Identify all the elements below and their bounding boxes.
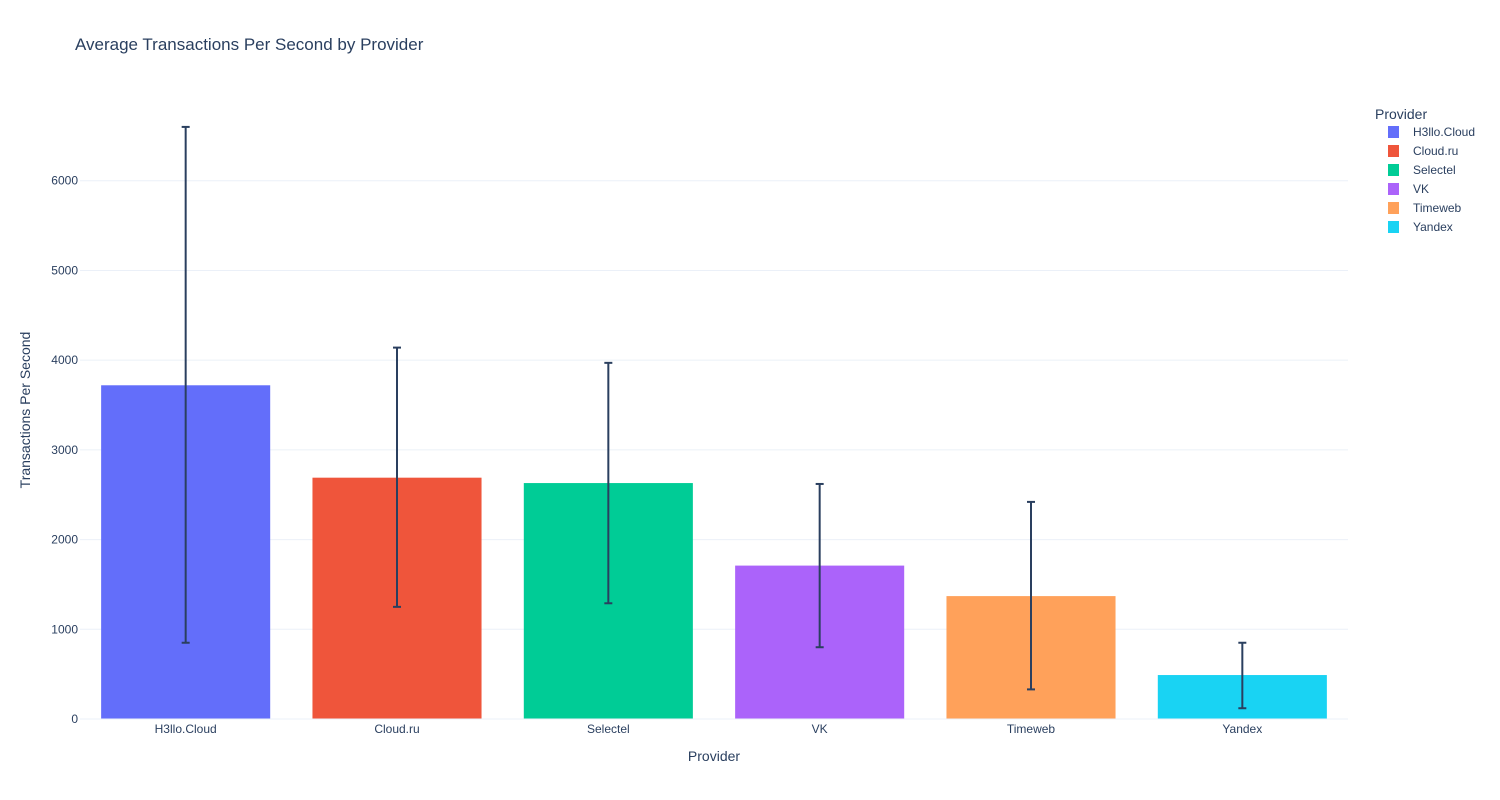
- legend-swatch: [1388, 145, 1399, 157]
- legend-swatch: [1388, 183, 1399, 195]
- error-bars: [181, 125, 1247, 710]
- legend-swatch: [1388, 221, 1399, 233]
- legend-title: Provider: [1375, 106, 1427, 122]
- y-tick-label: 1000: [51, 622, 78, 636]
- legend-entry: H3llo.Cloud: [1413, 125, 1475, 139]
- legend-swatch: [1388, 126, 1399, 138]
- legend: Provider H3llo.Cloud Cloud.ru Selectel VK Ti…: [1375, 106, 1475, 234]
- y-tick-label: 5000: [51, 263, 78, 277]
- x-tick-label: Selectel: [587, 722, 630, 736]
- legend-entry: Yandex: [1413, 220, 1453, 234]
- legend-entry: Timeweb: [1413, 201, 1462, 215]
- bars: [101, 385, 1327, 719]
- x-tick-label: Yandex: [1222, 722, 1262, 736]
- y-tick-label: 3000: [51, 443, 78, 457]
- y-axis-title: Transactions Per Second: [17, 332, 33, 489]
- y-tick-labels: 0 1000 2000 3000 4000 5000 6000: [51, 174, 78, 726]
- x-tick-label: VK: [812, 722, 828, 736]
- legend-entry: VK: [1413, 182, 1429, 196]
- legend-entry: Selectel: [1413, 163, 1456, 177]
- legend-swatch: [1388, 202, 1399, 214]
- y-tick-label: 4000: [51, 353, 78, 367]
- x-tick-label: Cloud.ru: [374, 722, 419, 736]
- y-tick-label: 6000: [51, 174, 78, 188]
- y-tick-label: 2000: [51, 533, 78, 547]
- x-tick-label: H3llo.Cloud: [155, 722, 217, 736]
- x-tick-labels: H3llo.Cloud Cloud.ru Selectel VK Timeweb Yand…: [155, 722, 1263, 736]
- legend-entry: Cloud.ru: [1413, 144, 1458, 158]
- chart-title: Average Transactions Per Second by Provi…: [75, 35, 424, 54]
- y-tick-label: 0: [71, 712, 78, 726]
- x-axis-title: Provider: [688, 748, 740, 764]
- legend-swatch: [1388, 164, 1399, 176]
- gridlines: [80, 180, 1348, 630]
- x-tick-label: Timeweb: [1007, 722, 1056, 736]
